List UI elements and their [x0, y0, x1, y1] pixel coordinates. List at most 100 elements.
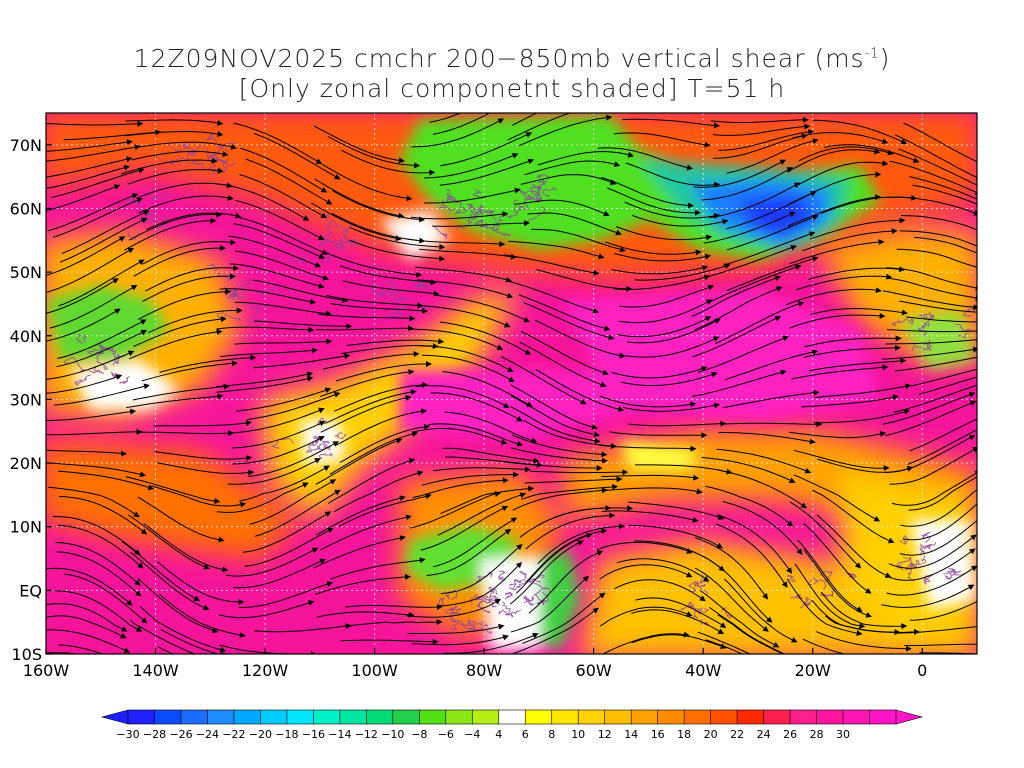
lon-label: 80W	[466, 661, 502, 680]
streamline	[46, 247, 135, 293]
streamline	[722, 231, 816, 266]
streamline	[504, 461, 603, 472]
streamline	[527, 212, 622, 236]
streamline	[536, 269, 633, 292]
contour	[150, 194, 170, 201]
streamline	[1002, 176, 1024, 184]
colorbar-cell	[763, 709, 791, 725]
streamline	[599, 395, 697, 408]
streamline	[136, 182, 233, 199]
streamline	[613, 132, 711, 148]
streamline	[131, 150, 229, 161]
contour	[334, 432, 347, 440]
streamline	[530, 469, 629, 476]
streamline	[126, 393, 224, 409]
contour	[119, 376, 130, 385]
colorbar-cell	[736, 709, 765, 725]
streamline	[216, 482, 309, 513]
contour	[149, 211, 158, 221]
contour	[479, 222, 489, 229]
streamline	[821, 194, 918, 214]
streamline	[231, 436, 325, 465]
streamline	[710, 116, 809, 123]
streamline	[340, 638, 439, 645]
contour	[317, 238, 335, 247]
colorbar-cell	[127, 709, 156, 725]
streamline	[912, 184, 977, 205]
lon-label: 20W	[795, 661, 831, 680]
streamline	[514, 199, 610, 217]
streamline	[635, 464, 733, 475]
streamline	[914, 236, 977, 254]
colorbar-label: 28	[810, 728, 824, 741]
streamline	[601, 631, 690, 654]
streamline	[694, 286, 783, 331]
colorbar-cell	[419, 709, 447, 725]
streamline	[693, 159, 787, 188]
streamline	[510, 575, 590, 633]
streamline	[993, 455, 1024, 477]
contour	[532, 183, 541, 197]
streamline	[349, 239, 446, 262]
streamline	[55, 590, 143, 632]
streamline	[1001, 302, 1024, 314]
streamline	[886, 329, 977, 333]
streamline	[54, 383, 150, 406]
streamline	[818, 657, 912, 673]
streamline	[317, 611, 415, 618]
contour	[910, 555, 927, 566]
streamline	[1002, 224, 1024, 232]
streamline	[46, 603, 128, 632]
streamline	[1014, 399, 1024, 410]
streamline	[605, 241, 702, 256]
streamline	[233, 558, 326, 589]
streamline	[793, 449, 890, 472]
streamline	[1003, 157, 1024, 168]
contour	[495, 228, 511, 236]
streamline	[788, 431, 887, 439]
streamline	[419, 248, 517, 260]
contour	[538, 179, 548, 189]
streamline	[980, 432, 1024, 459]
streamline	[809, 217, 906, 240]
streamline	[46, 629, 131, 653]
contour	[688, 580, 699, 593]
streamline	[521, 483, 619, 500]
streamline	[158, 593, 246, 638]
colorbar-label: 20	[704, 728, 718, 741]
streamline	[537, 150, 635, 166]
colorbar-cell	[630, 709, 659, 725]
streamline	[520, 174, 617, 185]
streamline	[509, 540, 584, 605]
streamline	[1002, 373, 1024, 382]
streamline	[694, 567, 769, 632]
contour	[89, 365, 104, 374]
lat-label: 50N	[10, 263, 42, 282]
lon-axis-labels: 160W 140W 120W 100W 80W 60W 40W 20W 0	[23, 648, 927, 680]
title-line-2: [Only zonal componetnt shaded] T=51 h	[238, 74, 786, 103]
streamline	[327, 135, 421, 169]
colorbar-label: −20	[249, 728, 272, 741]
colorbar-cell	[366, 709, 394, 725]
streamline	[993, 354, 1024, 361]
streamline	[803, 523, 872, 594]
streamline	[518, 114, 613, 147]
streamline	[803, 344, 901, 358]
streamline	[628, 420, 727, 427]
streamline	[50, 167, 145, 199]
streamline	[722, 389, 820, 409]
streamline	[909, 176, 977, 200]
streamline	[52, 197, 143, 238]
streamline	[314, 573, 412, 595]
streamline	[701, 457, 796, 483]
streamline	[726, 256, 819, 292]
streamline	[789, 501, 862, 569]
streamline	[726, 138, 819, 174]
lat-label: 60N	[10, 199, 42, 218]
streamline	[219, 644, 317, 654]
streamline	[691, 275, 781, 317]
streamline	[528, 550, 604, 614]
streamline	[341, 343, 439, 354]
contour	[919, 545, 931, 556]
streamline	[121, 157, 218, 175]
